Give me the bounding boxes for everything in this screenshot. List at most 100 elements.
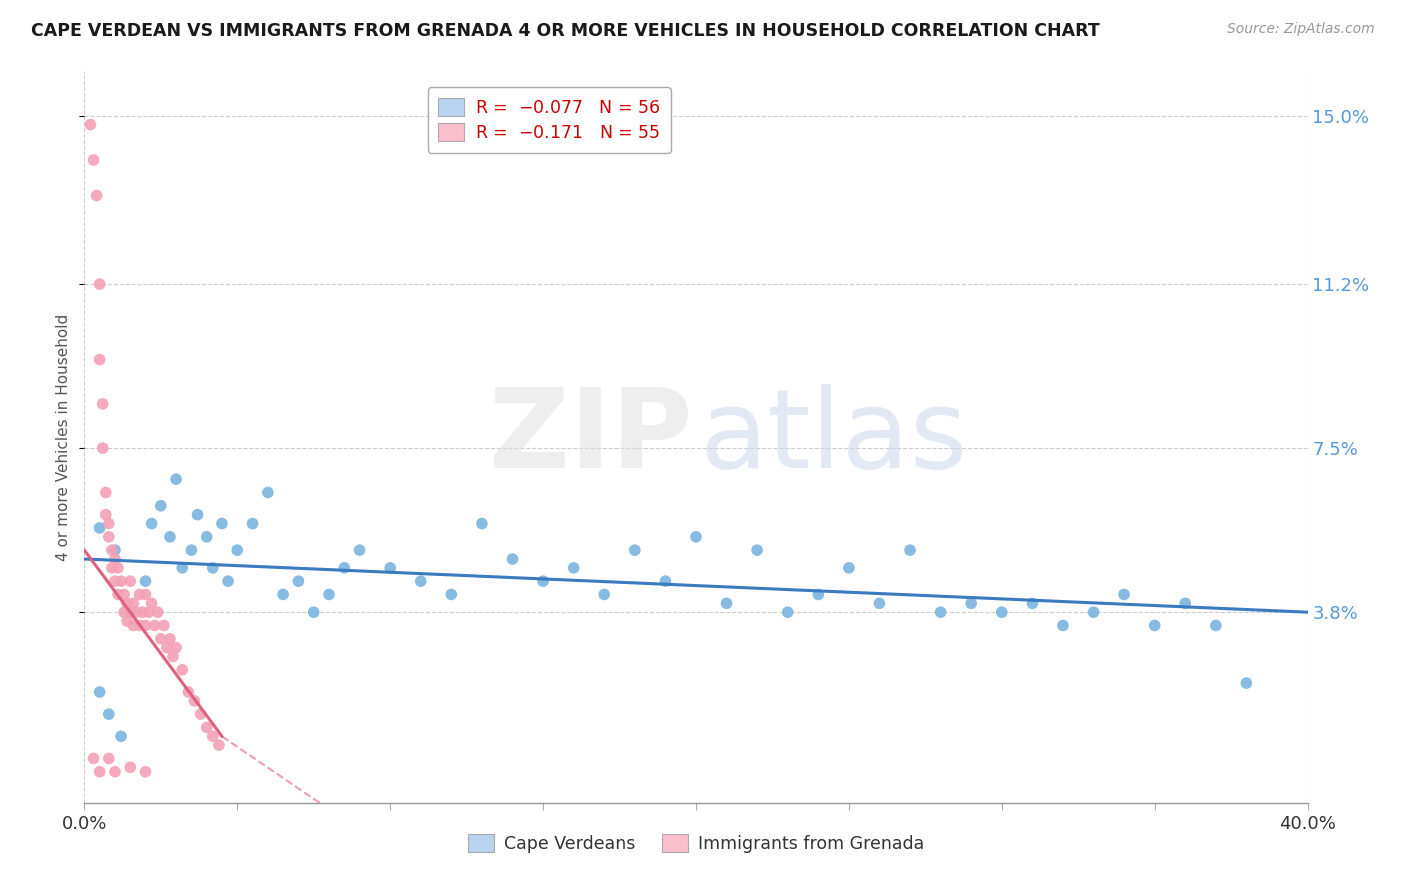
Point bbox=[1143, 618, 1166, 632]
Point bbox=[91, 441, 114, 455]
Point bbox=[162, 649, 184, 664]
Point bbox=[960, 596, 983, 610]
Point bbox=[120, 605, 142, 619]
Point bbox=[776, 605, 799, 619]
Point bbox=[143, 618, 166, 632]
Point bbox=[149, 632, 172, 646]
Point bbox=[172, 663, 194, 677]
Point bbox=[97, 707, 120, 722]
Point bbox=[1083, 605, 1105, 619]
Point bbox=[991, 605, 1014, 619]
Point bbox=[97, 751, 120, 765]
Point bbox=[440, 587, 463, 601]
Point bbox=[153, 618, 176, 632]
Point bbox=[177, 685, 200, 699]
Point bbox=[226, 543, 249, 558]
Point bbox=[94, 508, 117, 522]
Point bbox=[89, 521, 111, 535]
Point bbox=[898, 543, 921, 558]
Point bbox=[138, 605, 160, 619]
Point bbox=[302, 605, 325, 619]
Text: atlas: atlas bbox=[700, 384, 969, 491]
Point bbox=[79, 118, 101, 132]
Point bbox=[1021, 596, 1043, 610]
Point bbox=[112, 605, 135, 619]
Point bbox=[271, 587, 294, 601]
Point bbox=[122, 618, 145, 632]
Point bbox=[110, 574, 132, 589]
Point bbox=[135, 764, 157, 779]
Point bbox=[1236, 676, 1258, 690]
Point bbox=[165, 472, 187, 486]
Point bbox=[89, 685, 111, 699]
Point bbox=[89, 764, 111, 779]
Point bbox=[869, 596, 891, 610]
Point bbox=[128, 618, 150, 632]
Point bbox=[471, 516, 494, 531]
Point bbox=[838, 561, 860, 575]
Point bbox=[101, 561, 124, 575]
Point bbox=[1205, 618, 1227, 632]
Point bbox=[211, 516, 233, 531]
Point bbox=[562, 561, 585, 575]
Point bbox=[91, 397, 114, 411]
Point bbox=[257, 485, 280, 500]
Point bbox=[107, 561, 129, 575]
Point bbox=[287, 574, 309, 589]
Point bbox=[201, 729, 224, 743]
Point bbox=[409, 574, 432, 589]
Point bbox=[110, 729, 132, 743]
Point bbox=[1174, 596, 1197, 610]
Legend: Cape Verdeans, Immigrants from Grenada: Cape Verdeans, Immigrants from Grenada bbox=[461, 827, 931, 860]
Point bbox=[195, 530, 218, 544]
Point bbox=[929, 605, 952, 619]
Point bbox=[149, 499, 172, 513]
Point bbox=[217, 574, 239, 589]
Point bbox=[183, 694, 205, 708]
Point bbox=[135, 618, 157, 632]
Point bbox=[380, 561, 402, 575]
Point bbox=[807, 587, 830, 601]
Point bbox=[97, 530, 120, 544]
Point bbox=[685, 530, 707, 544]
Point bbox=[86, 188, 108, 202]
Text: ZIP: ZIP bbox=[489, 384, 692, 491]
Point bbox=[208, 738, 231, 752]
Point bbox=[190, 707, 212, 722]
Point bbox=[97, 516, 120, 531]
Point bbox=[115, 614, 138, 628]
Point bbox=[624, 543, 647, 558]
Point bbox=[180, 543, 202, 558]
Point bbox=[195, 721, 218, 735]
Text: Source: ZipAtlas.com: Source: ZipAtlas.com bbox=[1227, 22, 1375, 37]
Point bbox=[120, 605, 142, 619]
Point bbox=[654, 574, 676, 589]
Point bbox=[104, 552, 127, 566]
Point bbox=[135, 574, 157, 589]
Point bbox=[122, 596, 145, 610]
Point bbox=[716, 596, 738, 610]
Point bbox=[333, 561, 356, 575]
Point bbox=[1052, 618, 1074, 632]
Text: CAPE VERDEAN VS IMMIGRANTS FROM GRENADA 4 OR MORE VEHICLES IN HOUSEHOLD CORRELAT: CAPE VERDEAN VS IMMIGRANTS FROM GRENADA … bbox=[31, 22, 1099, 40]
Point bbox=[115, 596, 138, 610]
Point bbox=[146, 605, 169, 619]
Point bbox=[747, 543, 769, 558]
Point bbox=[502, 552, 524, 566]
Point bbox=[120, 574, 142, 589]
Point bbox=[83, 751, 105, 765]
Point bbox=[156, 640, 179, 655]
Point bbox=[107, 587, 129, 601]
Point bbox=[135, 587, 157, 601]
Point bbox=[318, 587, 340, 601]
Point bbox=[531, 574, 554, 589]
Point bbox=[120, 760, 142, 774]
Point bbox=[89, 352, 111, 367]
Point bbox=[593, 587, 616, 601]
Point bbox=[131, 605, 153, 619]
Point bbox=[125, 605, 148, 619]
Point bbox=[172, 561, 194, 575]
Point bbox=[89, 277, 111, 292]
Point bbox=[141, 516, 163, 531]
Point bbox=[201, 561, 224, 575]
